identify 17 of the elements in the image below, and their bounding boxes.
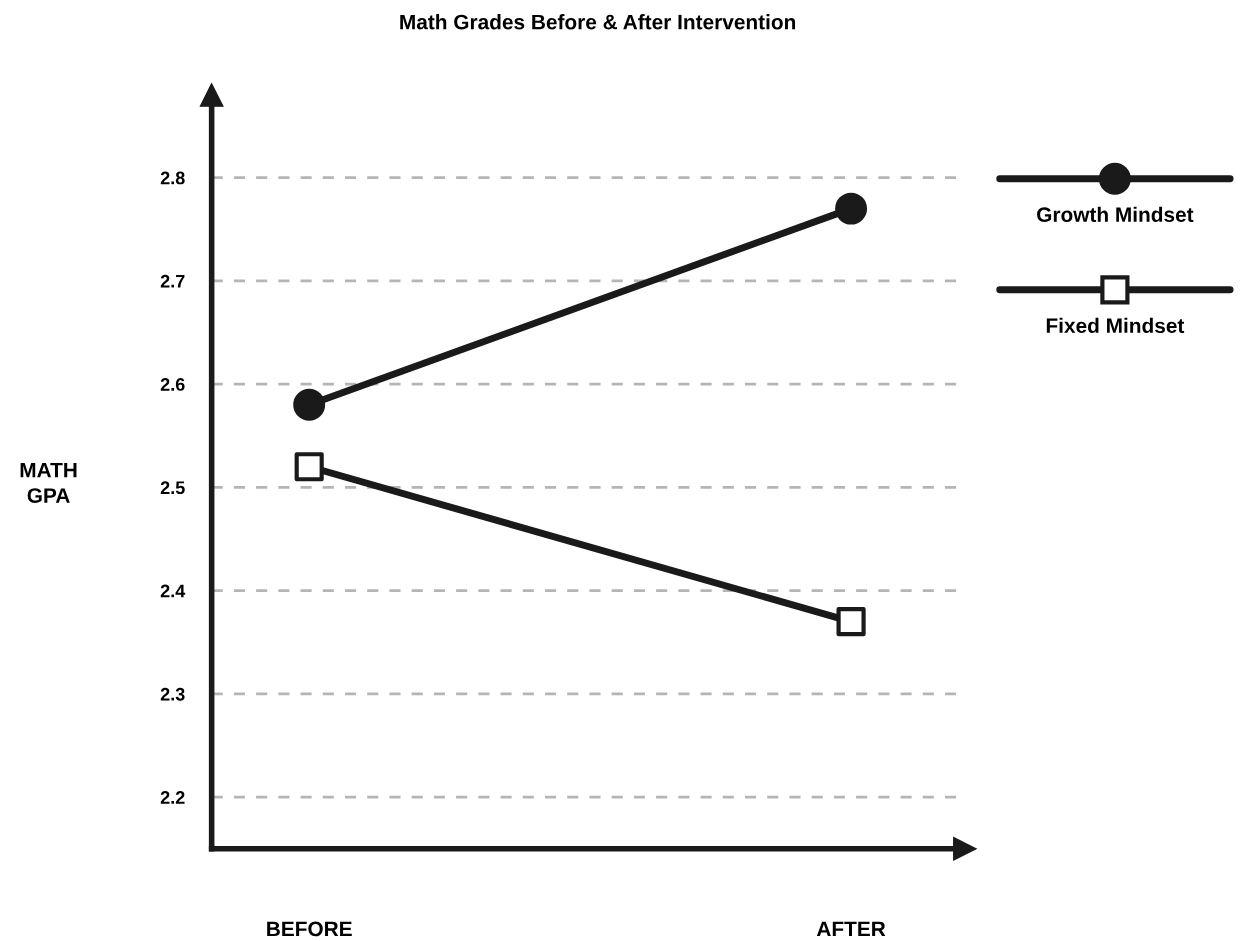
x-tick-label: BEFORE	[267, 921, 352, 937]
legend-label: Fixed Mindset	[1046, 317, 1185, 334]
y-tick-label: 2.8	[160, 171, 185, 185]
y-tick-label: 2.7	[160, 274, 185, 288]
y-tick-label: 2.3	[160, 687, 185, 701]
chart-title: Math Grades Before & After Intervention	[400, 14, 796, 30]
point	[835, 192, 868, 225]
legend-label: Growth Mindset	[1037, 206, 1194, 223]
y-tick-label: 2.2	[160, 791, 185, 804]
point	[836, 607, 866, 637]
point	[294, 452, 324, 482]
y-tick-label: 2.5	[160, 481, 185, 495]
y-tick-label: 2.4	[160, 584, 186, 598]
y-axis-title: MATH GPA	[20, 462, 77, 503]
y-tick-label: 2.6	[160, 378, 185, 391]
point	[293, 388, 326, 421]
x-tick-label: AFTER	[816, 921, 886, 937]
